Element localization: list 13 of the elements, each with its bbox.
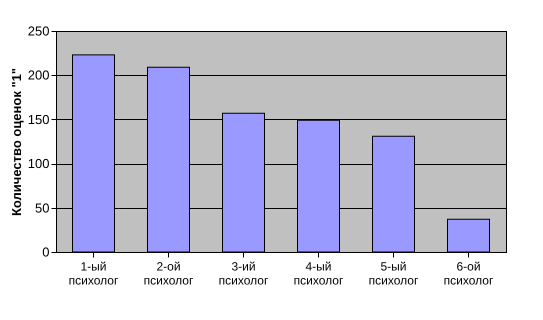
y-tick-label: 0: [42, 244, 50, 260]
x-tick-label: 4-ый психолог: [294, 260, 344, 288]
x-tick-label: 1-ый психолог: [68, 260, 119, 288]
x-tick-label: 2-ой психолог: [144, 260, 194, 288]
y-tick-label: 100: [28, 156, 50, 172]
x-tick-label: 3-ий психолог: [218, 260, 269, 288]
x-tick-label: 6-ой психолог: [444, 260, 494, 288]
y-axis-title: Количество оценок "1": [8, 68, 24, 216]
y-tick-label: 150: [28, 112, 50, 127]
y-tick-label: 250: [28, 24, 50, 38]
x-tick-label: 5-ый психолог: [368, 260, 419, 288]
y-tick-label: 50: [35, 200, 50, 216]
y-tick-label: 200: [28, 68, 50, 83]
